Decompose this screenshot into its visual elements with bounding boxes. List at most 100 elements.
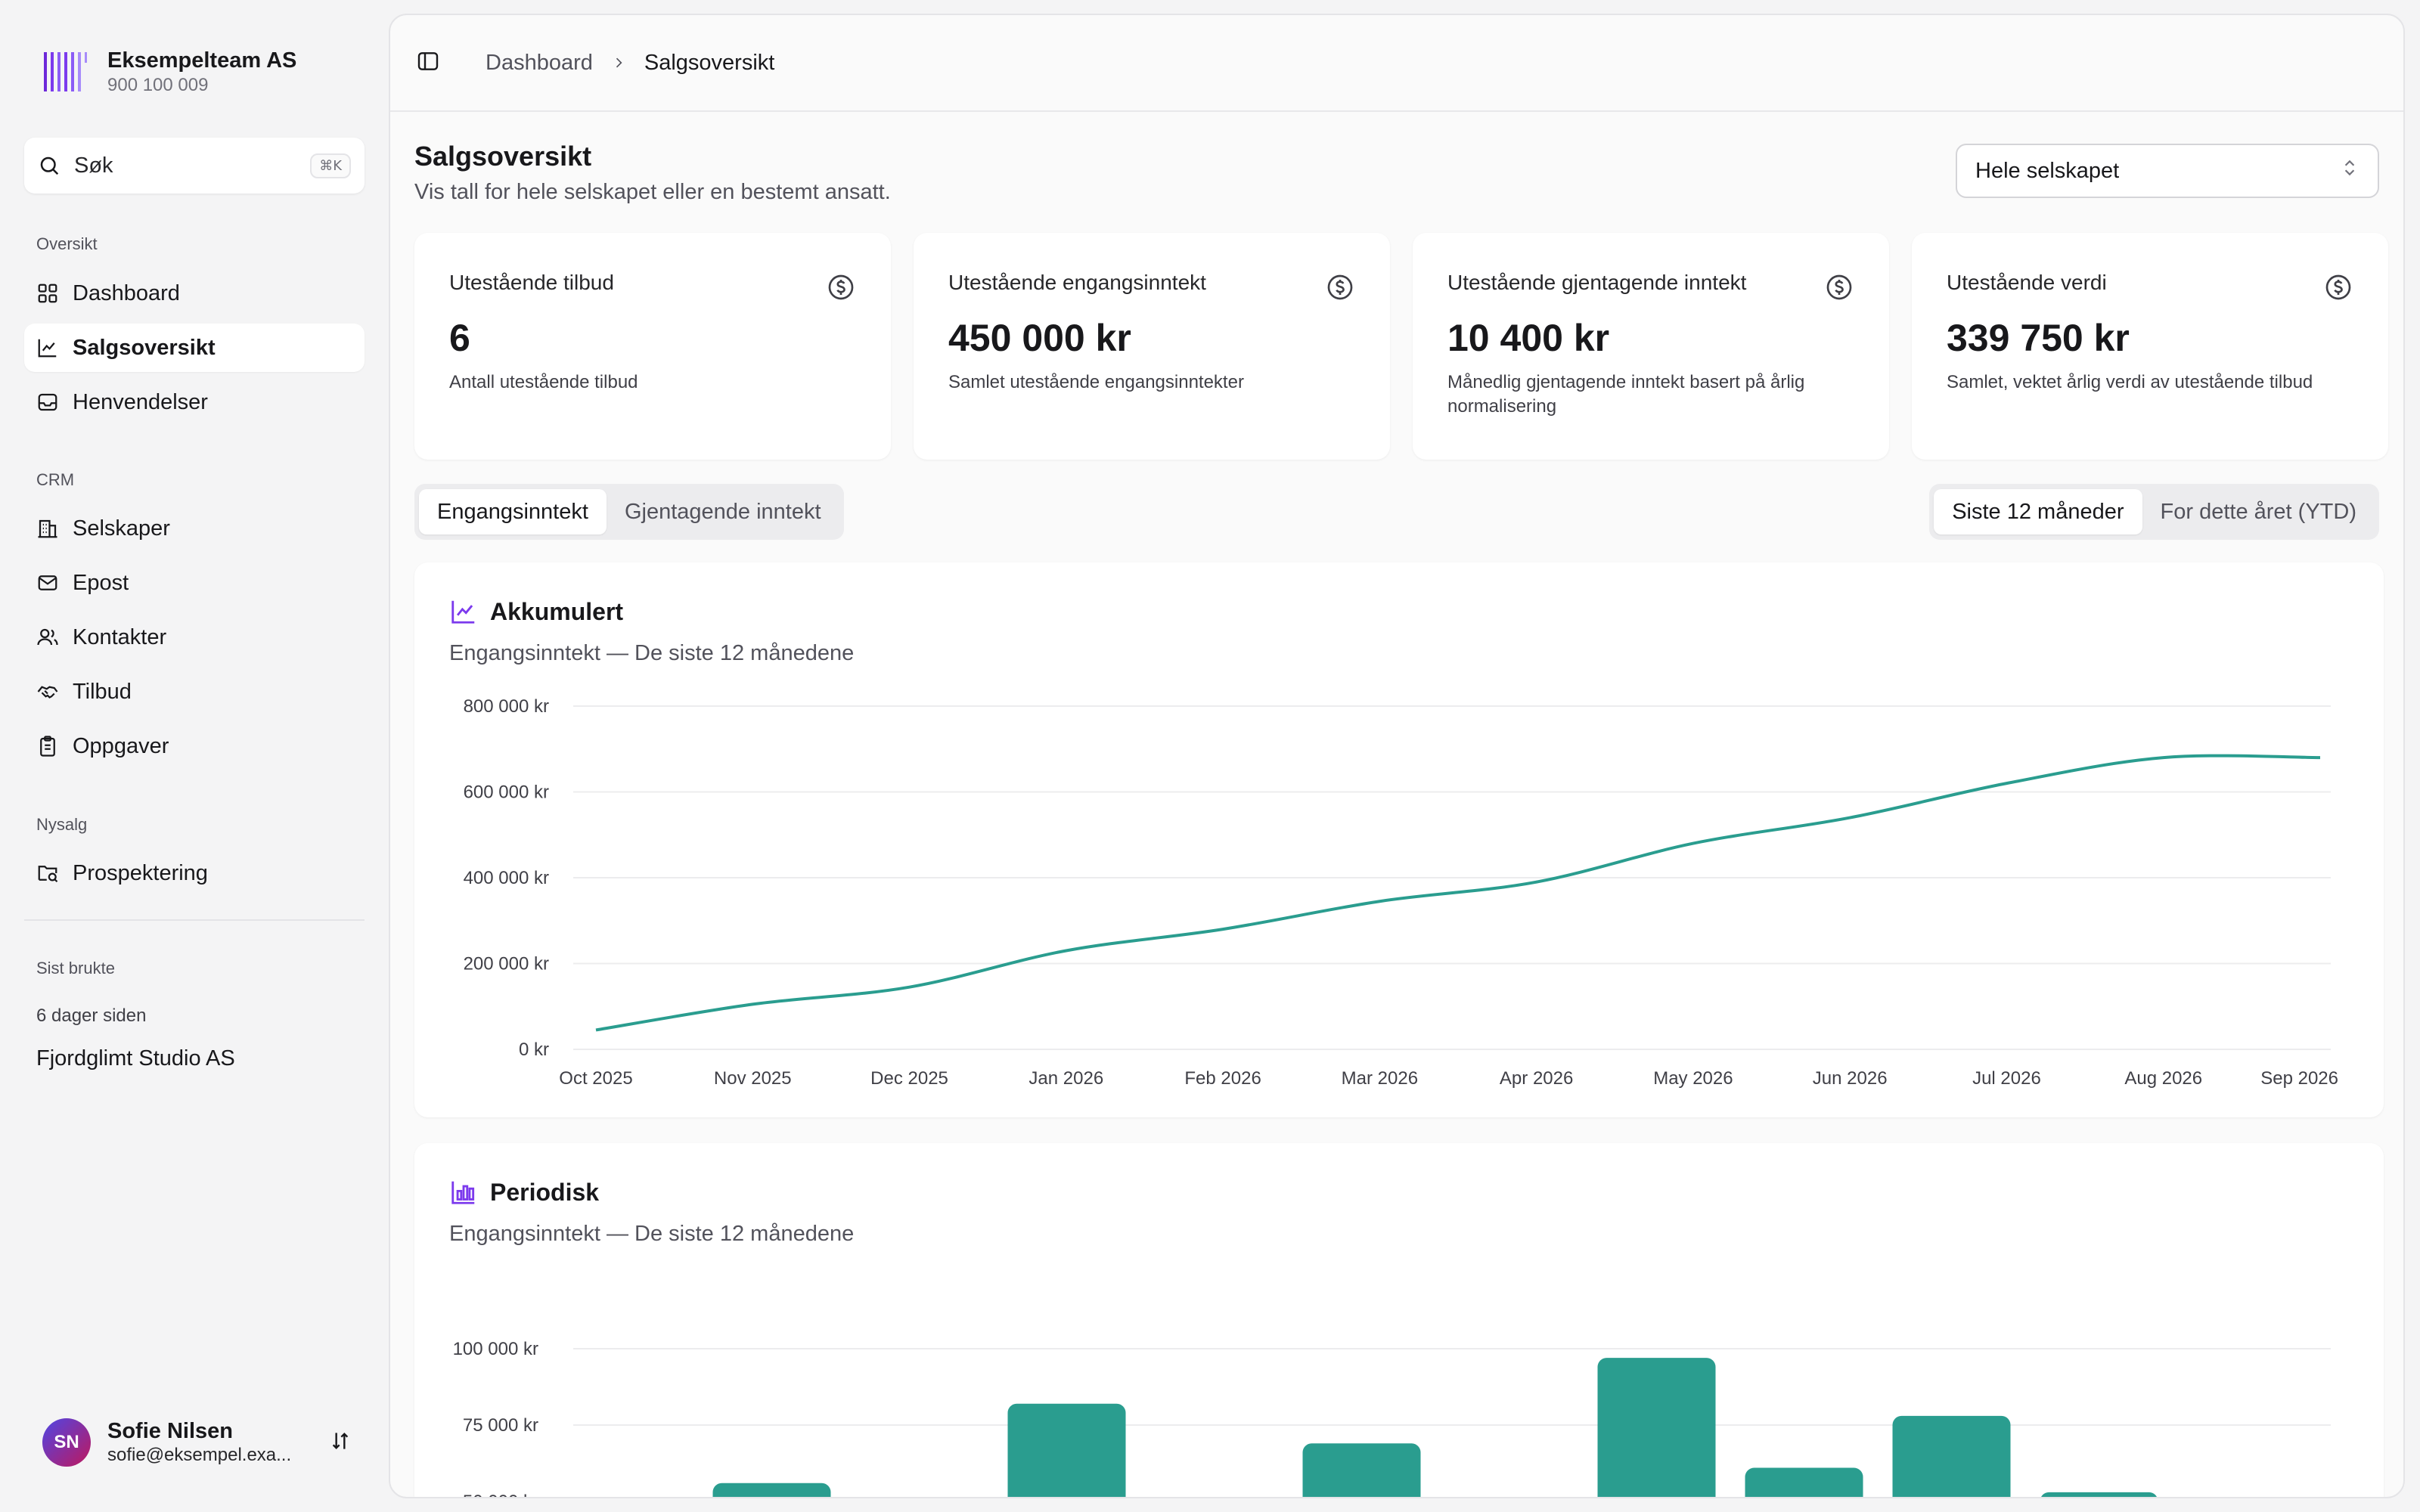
bar (1597, 1358, 1716, 1497)
bar (1302, 1443, 1421, 1497)
stat-description: Samlet, vektet årlig verdi av utestående… (1947, 372, 2313, 392)
recent-section-title: Sist brukte (36, 959, 115, 978)
page-title: Salgsoversikt (414, 141, 592, 172)
tab-ytd[interactable]: For dette året (YTD) (2160, 499, 2356, 524)
bar (2041, 1492, 2157, 1497)
sidebar-item-label: Henvendelser (73, 389, 208, 414)
clipboard-icon (36, 735, 59, 758)
bar (712, 1483, 831, 1497)
x-tick-label: Jan 2026 (1028, 1068, 1103, 1089)
stat-value: 10 400 kr (1447, 317, 1610, 359)
breadcrumb-parent[interactable]: Dashboard (486, 50, 593, 75)
sidebar-item-prospektering[interactable]: Prospektering (24, 849, 365, 897)
search-icon (40, 156, 59, 175)
periodic-bar-chart: 50 000 kr 75 000 kr 100 000 kr (453, 1339, 2331, 1498)
handshake-icon (36, 680, 59, 703)
dollar-icon (1325, 272, 1355, 306)
accumulated-chart-card: 0 kr 200 000 kr 400 000 kr 600 000 kr 800 00… (414, 562, 2384, 1117)
search-button[interactable]: Søk ⌘K (24, 138, 365, 194)
page-subtitle: Vis tall for hele selskapet eller en bes… (414, 180, 891, 204)
page-header: Salgsoversikt Vis tall for hele selskape… (414, 141, 891, 205)
sidebar-item-kontakter[interactable]: Kontakter (24, 613, 365, 662)
chart-title: Periodisk (490, 1178, 600, 1206)
y-tick-label: 600 000 kr (464, 782, 549, 803)
mail-icon (36, 572, 59, 594)
series-line (595, 754, 2321, 1032)
sidebar-item-label: Epost (73, 570, 129, 595)
stat-card: Utestående verdi 339 750 kr Samlet, vekt… (1912, 233, 2388, 460)
recent-item-link[interactable]: Fjordglimt Studio AS (36, 1046, 235, 1070)
sidebar-toggle-icon[interactable] (416, 49, 440, 77)
stat-label: Utestående tilbud (449, 271, 614, 294)
sidebar-item-label: Kontakter (73, 624, 167, 649)
nav-section-title: CRM (36, 470, 75, 489)
sidebar-divider (24, 919, 365, 921)
avatar: SN (42, 1418, 91, 1467)
chevrons-up-down-icon[interactable] (328, 1429, 352, 1457)
x-tick-label: Jun 2026 (1813, 1068, 1888, 1089)
sidebar-item-selskaper[interactable]: Selskaper (24, 504, 365, 553)
bar-chart-icon (451, 1181, 475, 1204)
stat-description: Månedlig gjentagende inntekt basert på å… (1447, 372, 1805, 417)
scope-select-value: Hele selskapet (1975, 158, 2120, 183)
sidebar-item-epost[interactable]: Epost (24, 559, 365, 607)
nav-section-title: Nysalg (36, 815, 88, 834)
y-tick-label: 400 000 kr (464, 868, 549, 888)
sidebar-item-oppgaver[interactable]: Oppgaver (24, 722, 365, 770)
y-tick-label: 100 000 kr (453, 1339, 538, 1359)
x-tick-label: May 2026 (1653, 1068, 1733, 1089)
x-tick-label: Apr 2026 (1500, 1068, 1573, 1089)
sidebar: Eksempelteam AS 900 100 009 Søk ⌘K Overs… (0, 0, 389, 1512)
sidebar-item-salgsoversikt[interactable]: Salgsoversikt (24, 324, 365, 372)
x-tick-label: Oct 2025 (559, 1068, 632, 1089)
building-icon (36, 517, 59, 540)
team-name: Eksempelteam AS (107, 48, 297, 73)
y-tick-label: 800 000 kr (464, 696, 549, 717)
stats-row: Utestående tilbud 6 Antall utestående ti… (414, 233, 2388, 460)
x-tick-label: Jul 2026 (1972, 1068, 2041, 1089)
sidebar-item-label: Selskaper (73, 516, 170, 541)
x-tick-label: Feb 2026 (1184, 1068, 1261, 1089)
sidebar-item-henvendelser[interactable]: Henvendelser (24, 378, 365, 426)
x-tick-label: Aug 2026 (2124, 1068, 2202, 1089)
dollar-icon (2323, 272, 2353, 306)
sidebar-item-label: Salgsoversikt (73, 335, 216, 360)
team-switcher[interactable]: Eksempelteam AS 900 100 009 (42, 47, 296, 97)
user-name: Sofie Nilsen (107, 1419, 233, 1443)
main-panel: Dashboard Salgsoversikt Salgsoversikt Vi… (389, 14, 2405, 1498)
x-tick-label: Dec 2025 (870, 1068, 948, 1089)
folder-search-icon (36, 862, 59, 885)
revenue-type-tabs: Engangsinntekt Gjentagende inntekt (414, 484, 844, 540)
stat-value: 450 000 kr (948, 317, 1131, 359)
chart-subtitle: Engangsinntekt — De siste 12 månedene (449, 1222, 855, 1246)
stat-value: 339 750 kr (1947, 317, 2130, 359)
user-email: sofie@eksempel.exa... (107, 1445, 292, 1465)
search-label: Søk (74, 153, 113, 178)
tab-engangsinntekt[interactable]: Engangsinntekt (419, 489, 607, 534)
sidebar-item-tilbud[interactable]: Tilbud (24, 668, 365, 716)
users-icon (36, 626, 59, 649)
user-menu[interactable]: SN Sofie Nilsen sofie@eksempel.exa... (42, 1418, 352, 1467)
scope-select[interactable]: Hele selskapet (1956, 144, 2379, 198)
inbox-icon (36, 391, 59, 414)
team-org-number: 900 100 009 (107, 75, 209, 95)
bar (1892, 1415, 2011, 1497)
bar (1007, 1403, 1126, 1497)
x-tick-label: Nov 2025 (714, 1068, 792, 1089)
stat-value: 6 (449, 317, 470, 359)
brand-logo-icon (44, 52, 87, 91)
tab-gjentagende-inntekt[interactable]: Gjentagende inntekt (624, 499, 821, 524)
breadcrumb-current: Salgsoversikt (644, 50, 775, 75)
breadcrumb: Dashboard Salgsoversikt (486, 51, 774, 76)
recent-time-label: 6 dager siden (36, 1005, 147, 1026)
chart-subtitle: Engangsinntekt — De siste 12 månedene (449, 641, 855, 665)
stat-label: Utestående verdi (1947, 271, 2107, 294)
stat-label: Utestående engangsinntekt (948, 271, 1206, 294)
dashboard-icon (36, 282, 59, 305)
y-tick-label: 50 000 kr (463, 1492, 538, 1498)
topbar: Dashboard Salgsoversikt (390, 15, 2403, 112)
stat-description: Antall utestående tilbud (449, 372, 638, 392)
tab-siste-12-maneder[interactable]: Siste 12 måneder (1934, 489, 2142, 534)
sidebar-item-dashboard[interactable]: Dashboard (24, 269, 365, 318)
accumulated-line-chart: 0 kr 200 000 kr 400 000 kr 600 000 kr 800 00… (464, 696, 2338, 1089)
